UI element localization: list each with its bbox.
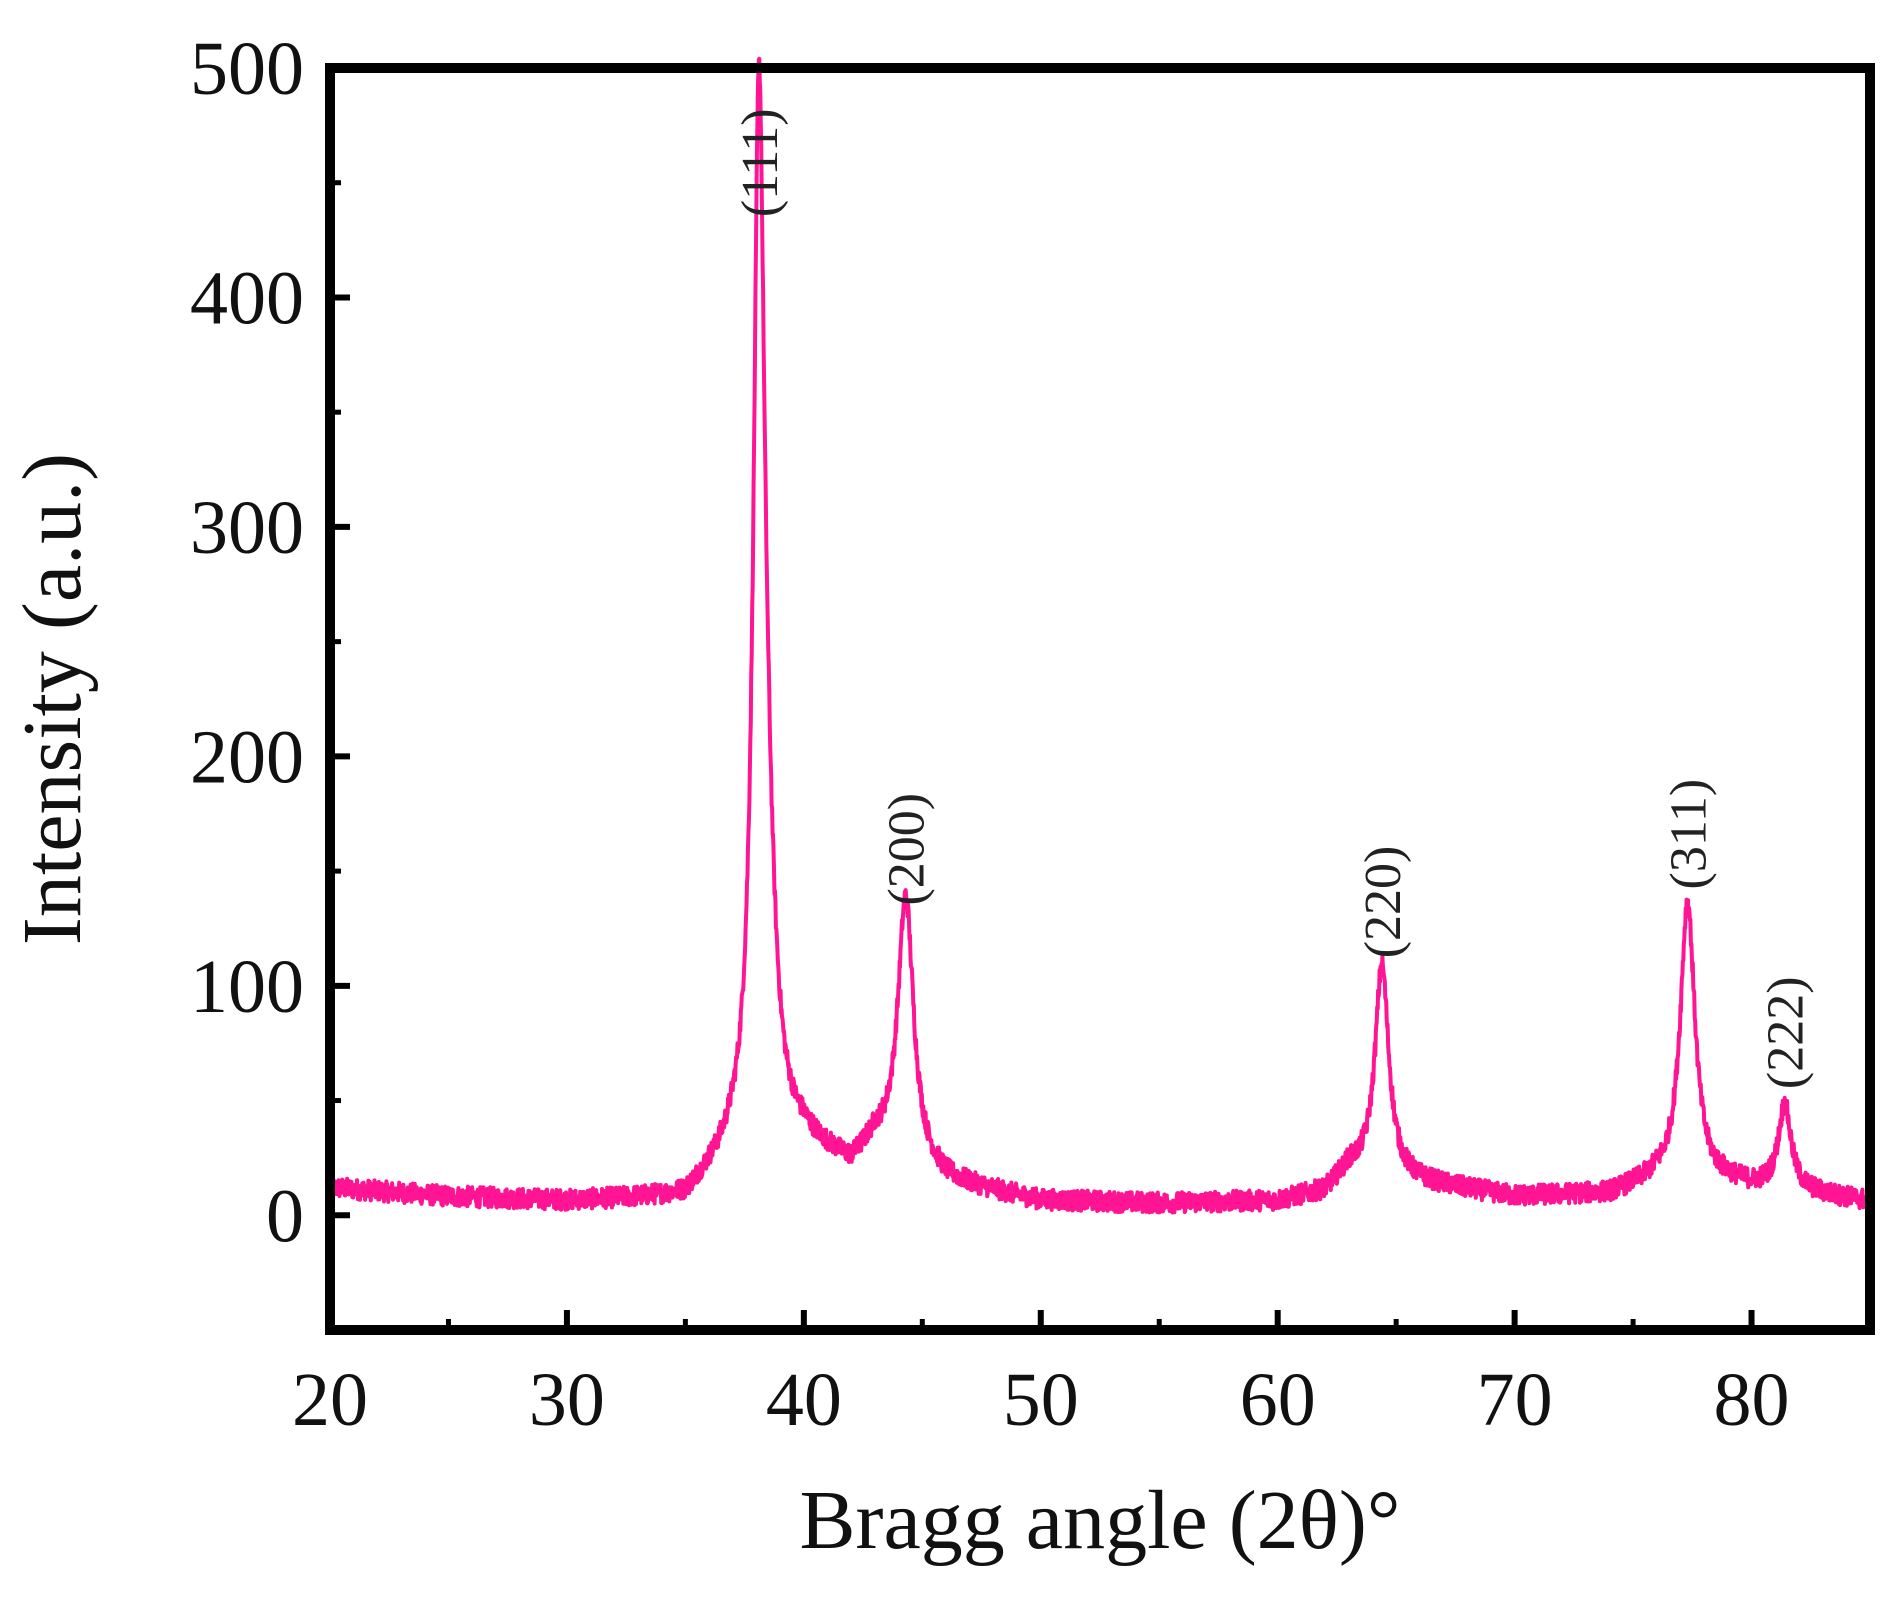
y-tick-label: 200 xyxy=(190,715,304,799)
peak-label: (311) xyxy=(1661,779,1718,890)
x-tick-label: 40 xyxy=(766,1358,842,1442)
y-tick-label: 500 xyxy=(190,27,304,111)
y-tick-label: 0 xyxy=(266,1174,304,1258)
plot-frame xyxy=(325,63,1875,1335)
tick-layer: 20 30 40 50 60 70 80 0 100 200 300 400 500 xyxy=(190,27,1790,1442)
y-axis-title: Intensity (a.u.) xyxy=(6,453,99,945)
annotation-layer: (111) (200) (220) (311) (222) xyxy=(732,108,1815,1089)
x-tick-label: 70 xyxy=(1477,1358,1553,1442)
peak-label: (222) xyxy=(1758,976,1815,1089)
x-tick-label: 50 xyxy=(1003,1358,1079,1442)
peak-label: (200) xyxy=(879,793,936,906)
x-tick-label: 30 xyxy=(529,1358,605,1442)
y-tick-label: 400 xyxy=(190,256,304,340)
y-tick-label: 300 xyxy=(190,486,304,570)
plot-layer xyxy=(328,56,1872,1215)
x-axis-title: Bragg angle (2θ)° xyxy=(800,1474,1401,1567)
x-tick-label: 80 xyxy=(1714,1358,1790,1442)
y-tick-label: 100 xyxy=(190,945,304,1029)
peak-label: (111) xyxy=(732,108,789,217)
xrd-series-line xyxy=(328,56,1872,1215)
peak-label: (220) xyxy=(1355,846,1412,959)
x-tick-label: 20 xyxy=(292,1358,368,1442)
x-tick-label: 60 xyxy=(1240,1358,1316,1442)
